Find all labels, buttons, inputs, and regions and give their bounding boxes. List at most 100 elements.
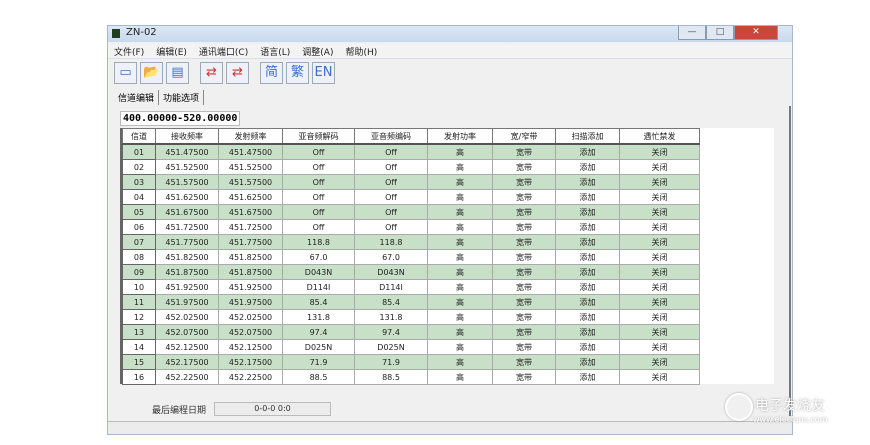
table-cell[interactable]: 71.9 bbox=[354, 354, 428, 370]
table-cell[interactable]: Off bbox=[354, 204, 428, 220]
column-header[interactable]: 亚音频解码 bbox=[282, 128, 355, 145]
table-cell[interactable]: 118.8 bbox=[354, 234, 428, 250]
table-cell[interactable]: 宽带 bbox=[492, 174, 556, 190]
table-row[interactable]: 08 451.82500 451.82500 67.0 67.0 高宽带 添加 关闭 bbox=[122, 249, 700, 265]
table-row[interactable]: 07 451.77500 451.77500 118.8 118.8 高宽带 添加 关闭 bbox=[122, 234, 700, 250]
table-cell[interactable]: 关闭 bbox=[619, 249, 700, 265]
table-cell[interactable]: 451.72500 bbox=[218, 219, 283, 235]
table-cell[interactable]: 451.77500 bbox=[155, 234, 219, 250]
table-cell[interactable]: 451.47500 bbox=[218, 143, 283, 160]
table-cell[interactable]: 高 bbox=[427, 143, 493, 160]
table-cell[interactable]: Off bbox=[354, 219, 428, 235]
table-cell[interactable]: 添加 bbox=[555, 339, 620, 355]
table-cell[interactable]: 添加 bbox=[555, 204, 620, 220]
table-cell[interactable]: 关闭 bbox=[619, 234, 700, 250]
table-cell[interactable]: 451.92500 bbox=[155, 279, 219, 295]
column-header[interactable]: 遇忙禁发 bbox=[619, 128, 700, 145]
menu-language[interactable]: 语言(L) bbox=[260, 48, 291, 58]
table-cell[interactable]: 97.4 bbox=[354, 324, 428, 340]
table-cell[interactable]: 452.17500 bbox=[155, 354, 219, 370]
table-cell[interactable]: 451.67500 bbox=[218, 204, 283, 220]
table-cell[interactable]: 88.5 bbox=[354, 369, 428, 385]
table-cell[interactable]: 451.82500 bbox=[218, 249, 283, 265]
table-cell[interactable]: Off bbox=[282, 159, 355, 175]
table-cell[interactable]: 451.97500 bbox=[155, 294, 219, 310]
table-cell[interactable]: D043N bbox=[282, 264, 355, 280]
menu-adjust[interactable]: 调整(A) bbox=[302, 48, 334, 58]
channel-number[interactable]: 13 bbox=[122, 324, 156, 340]
table-cell[interactable]: 高 bbox=[427, 324, 493, 340]
table-cell[interactable]: 宽带 bbox=[492, 143, 556, 160]
channel-number[interactable]: 16 bbox=[122, 369, 156, 385]
maximize-button[interactable]: □ bbox=[706, 26, 734, 40]
channel-number[interactable]: 11 bbox=[122, 294, 156, 310]
tab-channel-edit[interactable]: 信道编辑 bbox=[114, 90, 160, 105]
table-cell[interactable]: 451.57500 bbox=[155, 174, 219, 190]
table-cell[interactable]: 131.8 bbox=[282, 309, 355, 325]
table-cell[interactable]: Off bbox=[282, 219, 355, 235]
simplified-chinese-button[interactable]: 简 bbox=[260, 62, 283, 84]
table-cell[interactable]: 关闭 bbox=[619, 204, 700, 220]
table-cell[interactable]: 451.72500 bbox=[155, 219, 219, 235]
table-row[interactable]: 01 451.47500 451.47500 Off Off 高宽带 添加 关闭 bbox=[122, 143, 700, 160]
table-cell[interactable]: 452.07500 bbox=[155, 324, 219, 340]
table-cell[interactable]: 添加 bbox=[555, 143, 620, 160]
table-cell[interactable]: 宽带 bbox=[492, 189, 556, 205]
table-cell[interactable]: 高 bbox=[427, 159, 493, 175]
table-cell[interactable]: 451.62500 bbox=[218, 189, 283, 205]
open-folder-icon[interactable]: 📂 bbox=[140, 62, 163, 84]
table-cell[interactable]: 添加 bbox=[555, 159, 620, 175]
table-row[interactable]: 10 451.92500 451.92500 D114I D114I 高宽带 添加 关闭 bbox=[122, 279, 700, 295]
table-cell[interactable]: 添加 bbox=[555, 309, 620, 325]
channel-number[interactable]: 02 bbox=[122, 159, 156, 175]
table-cell[interactable]: 宽带 bbox=[492, 324, 556, 340]
table-cell[interactable]: 451.92500 bbox=[218, 279, 283, 295]
table-cell[interactable]: 高 bbox=[427, 189, 493, 205]
table-cell[interactable]: Off bbox=[354, 159, 428, 175]
table-cell[interactable]: 451.52500 bbox=[155, 159, 219, 175]
table-row[interactable]: 05 451.67500 451.67500 Off Off 高宽带 添加 关闭 bbox=[122, 204, 700, 220]
table-cell[interactable]: 宽带 bbox=[492, 294, 556, 310]
table-cell[interactable]: Off bbox=[354, 143, 428, 160]
table-cell[interactable]: D025N bbox=[282, 339, 355, 355]
column-header[interactable]: 接收频率 bbox=[155, 128, 219, 145]
table-row[interactable]: 13 452.07500 452.07500 97.4 97.4 高宽带 添加 关闭 bbox=[122, 324, 700, 340]
table-cell[interactable]: 添加 bbox=[555, 264, 620, 280]
table-cell[interactable]: 关闭 bbox=[619, 189, 700, 205]
channel-number[interactable]: 10 bbox=[122, 279, 156, 295]
table-cell[interactable]: 宽带 bbox=[492, 249, 556, 265]
table-cell[interactable]: 宽带 bbox=[492, 339, 556, 355]
close-button[interactable]: ✕ bbox=[734, 26, 778, 40]
table-cell[interactable]: 451.52500 bbox=[218, 159, 283, 175]
table-cell[interactable]: 451.47500 bbox=[155, 143, 219, 160]
table-cell[interactable]: 高 bbox=[427, 339, 493, 355]
table-row[interactable]: 14 452.12500 452.12500 D025N D025N 高宽带 添加 关闭 bbox=[122, 339, 700, 355]
table-cell[interactable]: Off bbox=[354, 174, 428, 190]
table-cell[interactable]: Off bbox=[282, 189, 355, 205]
tab-function-options[interactable]: 功能选项 bbox=[159, 90, 205, 105]
table-cell[interactable]: 高 bbox=[427, 204, 493, 220]
table-cell[interactable]: Off bbox=[282, 174, 355, 190]
table-cell[interactable]: 添加 bbox=[555, 324, 620, 340]
table-cell[interactable]: 关闭 bbox=[619, 354, 700, 370]
channel-number[interactable]: 04 bbox=[122, 189, 156, 205]
table-row[interactable]: 15 452.17500 452.17500 71.9 71.9 高宽带 添加 关闭 bbox=[122, 354, 700, 370]
menu-port[interactable]: 通讯端口(C) bbox=[198, 48, 249, 58]
table-cell[interactable]: 宽带 bbox=[492, 354, 556, 370]
table-row[interactable]: 03 451.57500 451.57500 Off Off 高宽带 添加 关闭 bbox=[122, 174, 700, 190]
table-cell[interactable]: 452.22500 bbox=[218, 369, 283, 385]
table-cell[interactable]: 452.12500 bbox=[155, 339, 219, 355]
table-cell[interactable]: 131.8 bbox=[354, 309, 428, 325]
english-button[interactable]: EN bbox=[312, 62, 335, 84]
table-cell[interactable]: 451.87500 bbox=[218, 264, 283, 280]
table-cell[interactable]: 452.02500 bbox=[218, 309, 283, 325]
table-cell[interactable]: Off bbox=[354, 189, 428, 205]
new-file-icon[interactable]: ▭ bbox=[114, 62, 137, 84]
table-cell[interactable]: 高 bbox=[427, 174, 493, 190]
table-cell[interactable]: 高 bbox=[427, 309, 493, 325]
table-cell[interactable]: 添加 bbox=[555, 219, 620, 235]
read-radio-icon[interactable]: ⇄ bbox=[200, 62, 223, 84]
table-cell[interactable]: 关闭 bbox=[619, 309, 700, 325]
table-cell[interactable]: 高 bbox=[427, 354, 493, 370]
traditional-chinese-button[interactable]: 繁 bbox=[286, 62, 309, 84]
